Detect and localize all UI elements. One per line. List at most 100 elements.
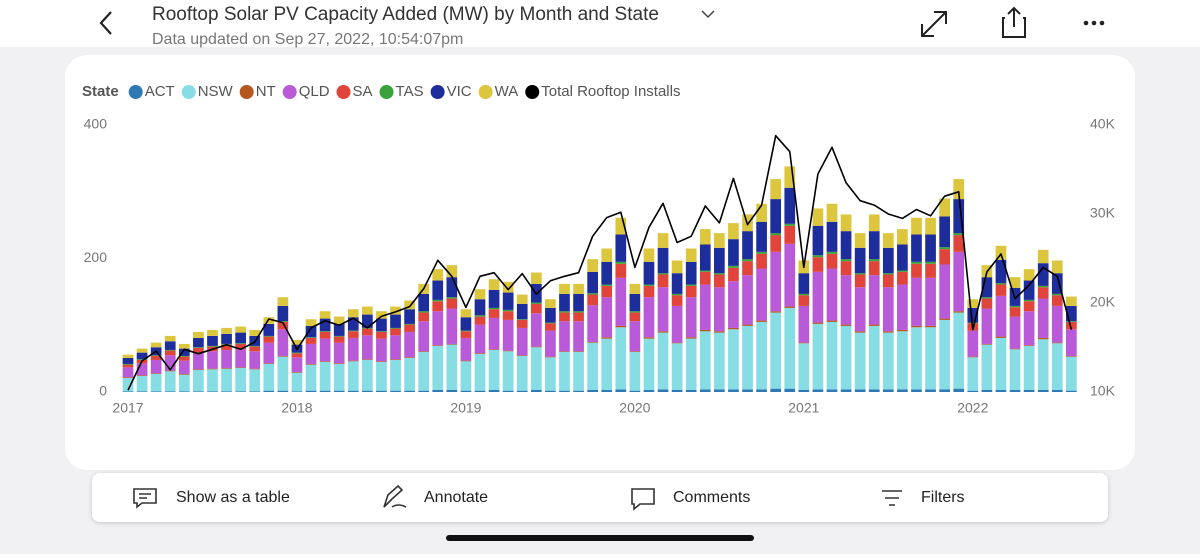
bar-segment (714, 389, 725, 392)
bar-segment (629, 321, 641, 352)
bar-segment (333, 316, 345, 324)
bar-segment (742, 259, 753, 262)
legend-label: WA (495, 83, 519, 100)
bar-segment (432, 301, 444, 312)
bar-segment (897, 271, 908, 285)
bar-segment (376, 318, 387, 332)
bar-segment (488, 309, 500, 318)
bar-segment (615, 261, 627, 264)
bar-segment (573, 283, 584, 294)
bar-segment (629, 293, 641, 312)
bar-segment (671, 293, 683, 296)
bar-segment (911, 261, 922, 264)
bar-segment (981, 277, 993, 298)
filters-icon[interactable] (882, 490, 902, 506)
toolbar-button[interactable]: Annotate (424, 489, 488, 506)
bar-segment (530, 389, 542, 392)
bar-segment (770, 233, 782, 236)
bar-segment (812, 255, 824, 258)
legend-marker (282, 85, 297, 99)
y-tick-label: 0 (99, 383, 107, 399)
bar-segment (784, 307, 796, 389)
bar-segment (516, 294, 528, 304)
bar-segment (770, 199, 782, 234)
bar-segment (854, 287, 866, 332)
bar-segment (601, 338, 613, 390)
bar-segment (643, 337, 655, 339)
bar-segment (545, 299, 556, 308)
bar-segment (277, 305, 289, 322)
bar-segment (685, 261, 697, 285)
bar-segment (362, 328, 373, 336)
bar-segment (854, 331, 866, 333)
bar-segment (277, 321, 289, 330)
bar-segment (545, 356, 556, 358)
bar-segment (432, 389, 444, 392)
bar-segment (911, 325, 922, 328)
bar-segment (474, 353, 486, 354)
bar-segment (1066, 305, 1077, 322)
toolbar-button[interactable]: Show as a table (176, 489, 290, 506)
bar-segment (699, 331, 711, 390)
bar-segment (502, 390, 514, 392)
bar-segment (404, 309, 415, 324)
bar-segment (178, 374, 190, 392)
bar-segment (530, 346, 542, 348)
toolbar-button[interactable]: Filters (921, 489, 965, 506)
toolbar-button[interactable]: Comments (673, 489, 750, 506)
bar-segment (404, 357, 415, 358)
bar-segment (418, 321, 430, 352)
bar-segment (545, 322, 556, 324)
bar-segment (150, 373, 162, 392)
bar-segment (559, 351, 570, 352)
bar-segment (418, 351, 430, 391)
bar-segment (305, 363, 317, 365)
bar-segment (164, 335, 176, 342)
page-title: Rooftop Solar PV Capacity Added (MW) by … (152, 4, 659, 25)
bar-segment (657, 247, 669, 274)
bar-segment (263, 336, 275, 343)
bar-segment (981, 343, 993, 345)
comments-icon[interactable] (631, 488, 655, 511)
bar-segment (277, 390, 289, 392)
bar-segment (150, 359, 162, 374)
legend-label: VIC (447, 83, 472, 100)
bar-segment (263, 363, 275, 364)
bar-segment (136, 348, 148, 353)
annotate-icon[interactable] (383, 484, 407, 508)
table-icon[interactable] (133, 488, 157, 509)
bar-segment (1009, 389, 1021, 392)
bar-segment (530, 272, 542, 284)
bar-segment (235, 343, 246, 350)
bar-segment (164, 341, 176, 350)
bar-segment (559, 311, 570, 313)
bar-segment (1009, 349, 1021, 390)
bar-segment (953, 312, 965, 389)
title-dropdown[interactable] (701, 10, 715, 19)
bar-segment (277, 355, 289, 357)
bar-segment (235, 326, 246, 333)
bar-segment (770, 388, 782, 392)
bar-segment (798, 273, 810, 294)
bar-segment (221, 349, 232, 368)
bar-segment (798, 305, 810, 343)
expand-button[interactable] (921, 11, 947, 37)
page-subtitle: Data updated on Sep 27, 2022, 10:54:07pm (152, 31, 463, 48)
bar-segment (897, 229, 908, 245)
bar-segment (587, 294, 598, 306)
more-button[interactable] (1083, 20, 1105, 26)
bar-segment (995, 284, 1007, 296)
bar-segment (629, 351, 641, 352)
bar-segment (868, 214, 880, 232)
bar-segment (277, 356, 289, 391)
bar-segment (446, 344, 458, 390)
bar-segment (291, 339, 303, 345)
share-button[interactable] (1002, 6, 1026, 38)
bar-segment (488, 307, 500, 310)
bar-segment (995, 259, 1007, 284)
back-button[interactable] (99, 11, 112, 35)
bar-segment (122, 363, 134, 365)
bar-segment (277, 329, 289, 356)
bar-segment (460, 309, 472, 318)
bar-segment (333, 390, 345, 392)
